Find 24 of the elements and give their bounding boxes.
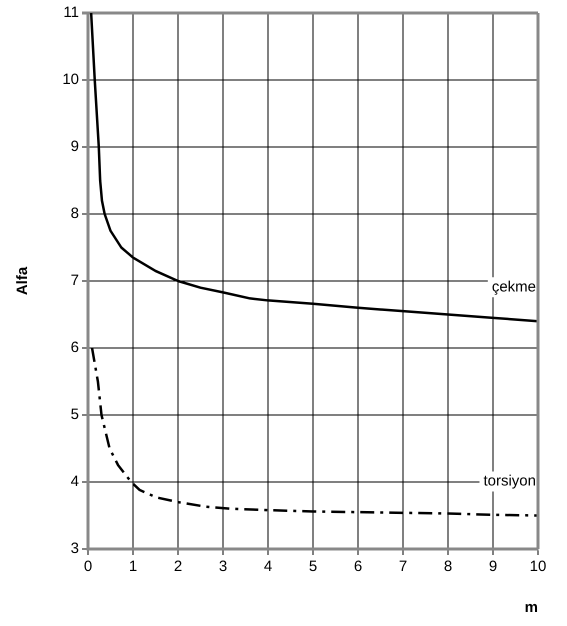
series-label: çekme <box>492 278 536 296</box>
y-tick-label: 4 <box>70 473 79 490</box>
x-tick-label: 4 <box>264 558 272 576</box>
y-tick-label: 11 <box>63 4 79 22</box>
x-axis-title: m <box>524 599 538 616</box>
x-tick-label: 10 <box>530 558 546 576</box>
y-tick-label: 5 <box>70 406 79 424</box>
y-tick-label: 6 <box>70 339 79 356</box>
x-tick-label: 7 <box>398 558 408 576</box>
x-tick-label: 6 <box>354 558 362 576</box>
x-tick-label: 3 <box>218 558 228 576</box>
y-tick-label: 8 <box>70 205 79 222</box>
y-tick-label: 9 <box>70 138 79 156</box>
x-tick-label: 0 <box>84 558 92 576</box>
x-tick-label: 1 <box>128 558 138 576</box>
y-axis-title: Alfa <box>14 266 32 296</box>
series-label: torsiyon <box>483 472 536 490</box>
x-tick-label: 2 <box>174 558 182 576</box>
x-tick-label: 5 <box>308 558 318 576</box>
x-tick-label: 8 <box>444 558 452 576</box>
y-tick-label: 10 <box>62 71 79 88</box>
y-tick-label: 7 <box>70 272 79 290</box>
y-tick-label: 3 <box>70 540 79 558</box>
x-tick-label: 9 <box>488 558 498 576</box>
